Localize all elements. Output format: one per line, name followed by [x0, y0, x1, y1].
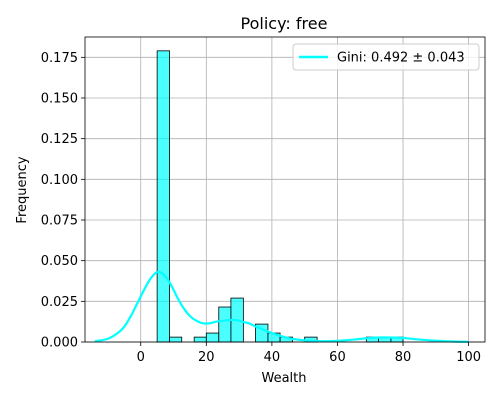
- x-tick-label: 40: [264, 350, 281, 365]
- x-axis-label: Wealth: [261, 371, 306, 386]
- y-tick-label: 0.100: [41, 173, 78, 188]
- kde-line: [94, 270, 469, 343]
- legend: Gini: 0.492 ± 0.043: [292, 43, 480, 71]
- y-axis-label: Frequency: [15, 156, 30, 223]
- histogram-bar: [205, 332, 220, 343]
- histogram-bars: [156, 50, 404, 343]
- y-tick-label: 0.175: [41, 51, 78, 66]
- legend-entry-label: Gini: 0.492 ± 0.043: [337, 51, 465, 66]
- grid-lines: [85, 37, 485, 343]
- x-tick-label: 80: [395, 350, 412, 365]
- x-tick-label: 60: [329, 350, 346, 365]
- y-tick-label: 0.025: [41, 295, 78, 310]
- y-tick-label: 0.125: [41, 132, 78, 147]
- y-tick-label: 0.075: [41, 214, 78, 229]
- histogram-bar: [169, 336, 183, 343]
- y-tick-label: 0.150: [41, 92, 78, 107]
- chart-title: Policy: free: [241, 14, 328, 33]
- histogram-bar: [218, 306, 232, 343]
- x-tick-label: 100: [456, 350, 481, 365]
- kde-lines: [94, 270, 469, 343]
- plot-frame: [84, 36, 486, 343]
- histogram-bar: [156, 50, 170, 343]
- axes: 0 20 40 60 80 100 0.000 0.025 0.050 0.075 0.100 0.1…: [41, 36, 486, 365]
- histogram-bar: [193, 336, 207, 343]
- x-tick-label: 0: [137, 350, 145, 365]
- legend-box: [292, 43, 480, 71]
- y-tick-label: 0.000: [41, 336, 78, 351]
- y-tick-label: 0.050: [41, 254, 78, 269]
- x-tick-label: 20: [198, 350, 215, 365]
